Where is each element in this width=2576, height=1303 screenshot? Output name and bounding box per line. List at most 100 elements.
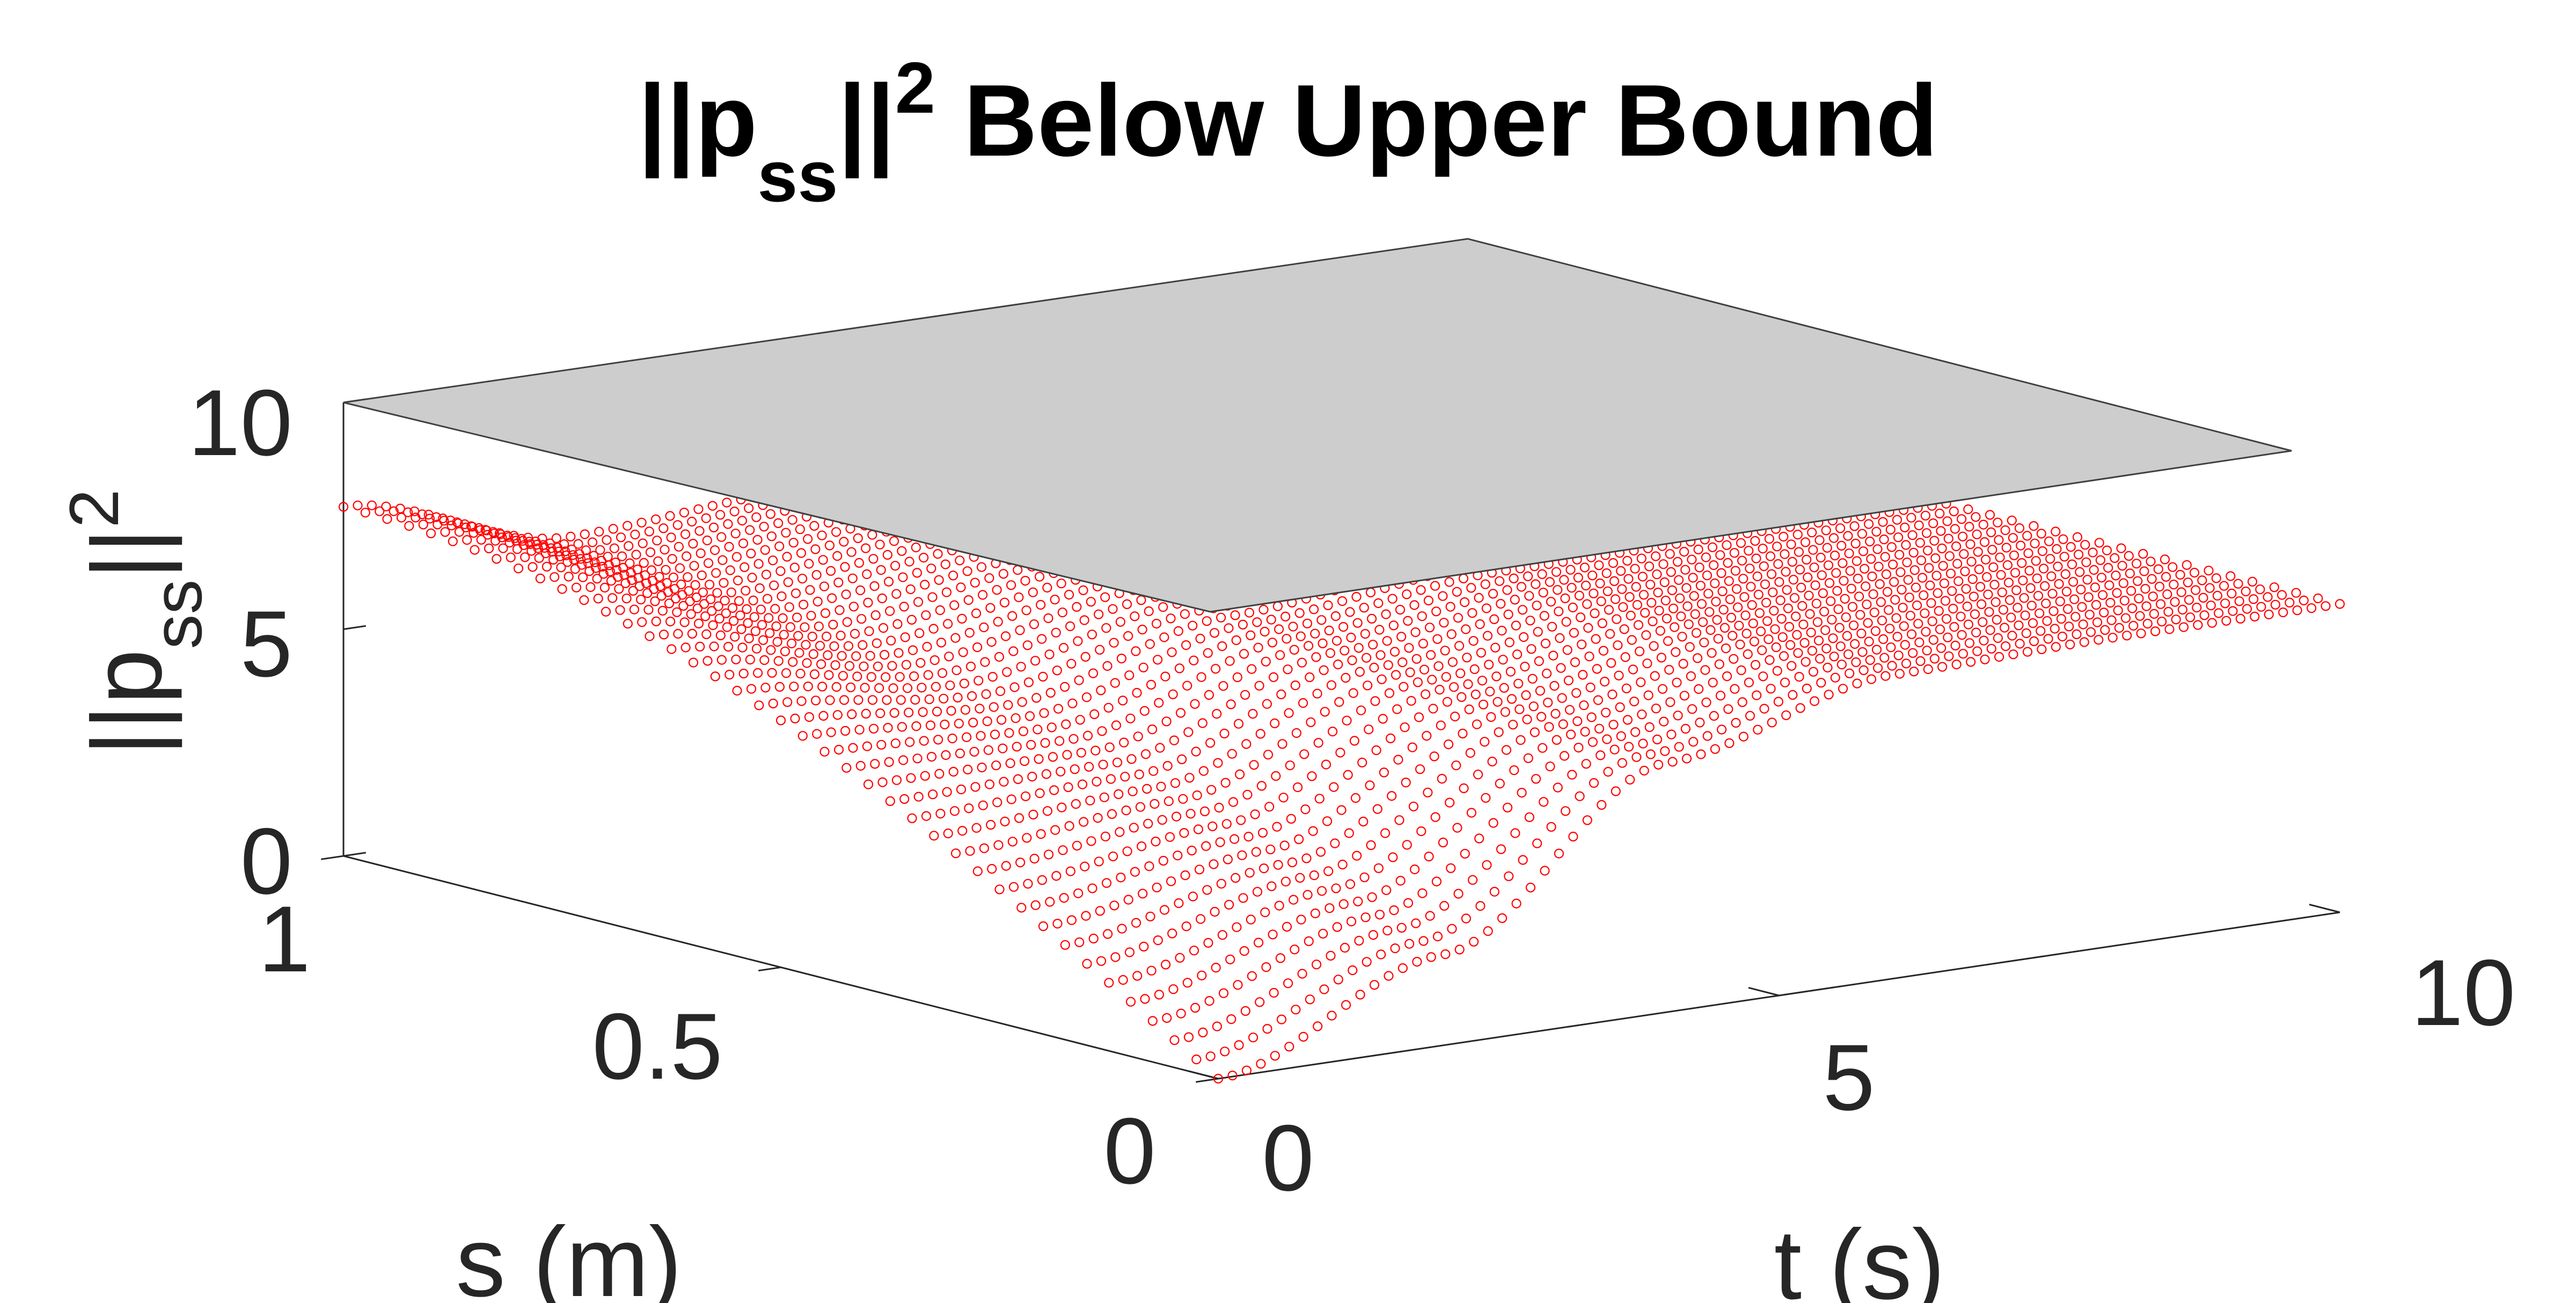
surface-marker bbox=[1886, 642, 1896, 653]
surface-marker bbox=[791, 588, 801, 598]
surface-marker bbox=[809, 669, 820, 679]
surface-marker bbox=[984, 779, 995, 789]
surface-marker bbox=[836, 631, 846, 641]
surface-marker bbox=[950, 848, 961, 859]
surface-marker bbox=[2247, 576, 2258, 587]
surface-marker bbox=[955, 748, 965, 759]
surface-marker bbox=[883, 722, 893, 733]
surface-marker bbox=[1192, 790, 1202, 801]
surface-marker bbox=[512, 544, 523, 554]
surface-marker bbox=[863, 779, 874, 789]
surface-marker bbox=[795, 524, 805, 535]
surface-marker bbox=[1772, 665, 1782, 676]
surface-marker bbox=[1978, 519, 1988, 530]
surface-marker bbox=[761, 569, 772, 580]
surface-marker bbox=[2063, 604, 2073, 614]
surface-marker bbox=[935, 808, 946, 819]
surface-marker bbox=[639, 558, 649, 568]
surface-marker bbox=[864, 626, 874, 636]
surface-marker bbox=[2052, 544, 2062, 554]
surface-marker bbox=[1637, 572, 1648, 582]
surface-marker bbox=[1346, 632, 1356, 643]
surface-marker bbox=[1369, 980, 1380, 990]
surface-marker bbox=[1696, 749, 1706, 759]
surface-marker bbox=[1291, 1005, 1301, 1015]
surface-marker bbox=[1174, 898, 1184, 909]
surface-marker bbox=[1809, 562, 1819, 573]
surface-marker bbox=[1560, 593, 1570, 604]
surface-marker bbox=[1138, 889, 1148, 899]
surface-marker bbox=[1206, 785, 1217, 795]
surface-marker bbox=[1364, 724, 1374, 735]
surface-marker bbox=[1286, 814, 1296, 824]
surface-marker bbox=[891, 775, 902, 785]
surface-marker bbox=[953, 692, 963, 703]
surface-marker bbox=[602, 535, 612, 545]
surface-marker bbox=[2182, 560, 2192, 570]
surface-marker bbox=[1131, 646, 1141, 656]
surface-marker bbox=[1095, 645, 1105, 655]
surface-marker bbox=[1505, 667, 1516, 677]
surface-marker bbox=[1874, 561, 1884, 572]
surface-marker bbox=[1601, 707, 1611, 718]
surface-marker bbox=[1711, 596, 1721, 607]
surface-marker bbox=[2066, 541, 2076, 552]
surface-marker bbox=[832, 551, 843, 561]
surface-marker bbox=[1116, 872, 1126, 883]
surface-marker bbox=[787, 515, 797, 525]
surface-marker bbox=[963, 595, 974, 605]
surface-marker bbox=[974, 676, 984, 686]
surface-marker bbox=[1553, 782, 1563, 793]
surface-marker bbox=[2142, 618, 2153, 629]
surface-marker bbox=[1480, 737, 1490, 747]
surface-marker bbox=[678, 601, 689, 611]
surface-marker bbox=[1446, 629, 1457, 639]
surface-marker bbox=[1252, 617, 1262, 627]
surface-marker bbox=[1773, 697, 1783, 707]
surface-marker bbox=[1596, 596, 1606, 606]
surface-marker bbox=[1279, 840, 1290, 851]
surface-marker bbox=[766, 645, 776, 655]
surface-marker bbox=[859, 661, 869, 671]
surface-marker bbox=[789, 682, 799, 692]
surface-marker bbox=[1360, 912, 1371, 923]
surface-marker bbox=[634, 581, 645, 591]
surface-marker bbox=[786, 638, 797, 649]
title-superscript: 2 bbox=[895, 47, 935, 128]
surface-marker bbox=[1836, 660, 1847, 670]
surface-marker bbox=[1241, 1065, 1252, 1075]
surface-marker bbox=[1239, 649, 1249, 659]
surface-marker bbox=[1913, 619, 1923, 629]
surface-marker bbox=[1892, 515, 1902, 525]
surface-marker bbox=[1001, 861, 1011, 871]
surface-marker bbox=[1880, 552, 1890, 562]
surface-marker bbox=[745, 525, 755, 535]
surface-marker bbox=[561, 550, 572, 560]
surface-marker bbox=[1227, 749, 1237, 759]
x-tick-label-0: 0 bbox=[1262, 1106, 1314, 1211]
surface-marker bbox=[1977, 599, 1987, 610]
surface-marker bbox=[1636, 553, 1646, 563]
surface-marker bbox=[1235, 769, 1245, 780]
surface-marker bbox=[1294, 834, 1304, 845]
surface-marker bbox=[964, 627, 975, 638]
surface-marker bbox=[1324, 903, 1335, 913]
surface-marker bbox=[1143, 818, 1153, 829]
x-axis-label: t (s) bbox=[1774, 1210, 1945, 1303]
surface-marker bbox=[1792, 529, 1803, 540]
surface-marker bbox=[2022, 531, 2032, 541]
surface-marker bbox=[582, 553, 592, 563]
surface-marker bbox=[1660, 595, 1671, 606]
surface-marker bbox=[1300, 804, 1311, 815]
surface-marker bbox=[2010, 568, 2021, 578]
surface-marker bbox=[1253, 642, 1263, 653]
surface-marker bbox=[795, 669, 806, 679]
surface-marker bbox=[1438, 591, 1448, 601]
surface-marker bbox=[724, 669, 735, 680]
surface-marker bbox=[1985, 510, 1995, 520]
surface-marker bbox=[1781, 710, 1791, 720]
surface-marker bbox=[2037, 644, 2047, 655]
surface-marker bbox=[1158, 602, 1168, 612]
surface-marker bbox=[1104, 978, 1114, 988]
surface-marker bbox=[1147, 1016, 1158, 1026]
